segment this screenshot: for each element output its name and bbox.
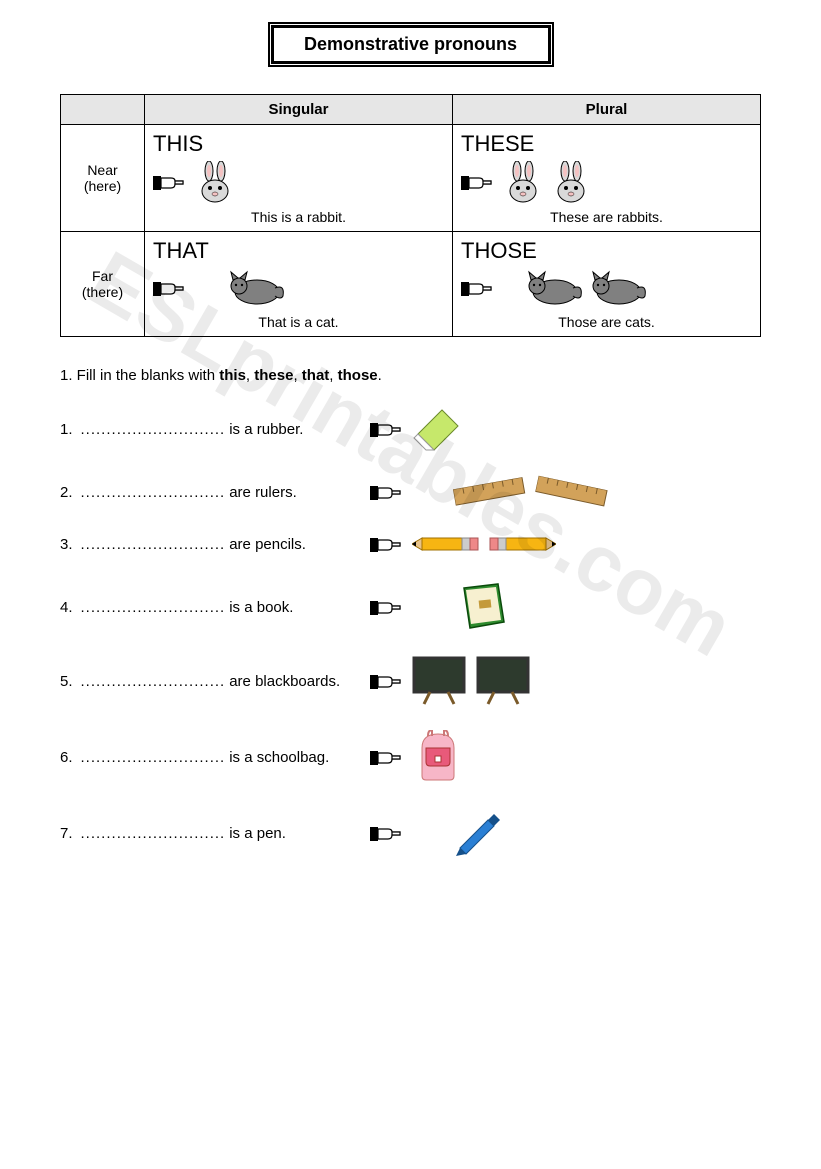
header-blank (61, 95, 145, 125)
sentence: This is a rabbit. (153, 209, 444, 225)
hand-icon (370, 415, 404, 443)
exercise-item-7: 7. ............................ is a pen… (60, 808, 761, 858)
item-text: is a rubber. (229, 421, 303, 438)
row-label-far: Far (there) (61, 232, 145, 337)
header-plural: Plural (453, 95, 761, 125)
header-singular: Singular (145, 95, 453, 125)
word: that (302, 367, 330, 384)
pronoun-those: THOSE (461, 238, 752, 264)
label: (there) (82, 284, 123, 300)
item-number: 4. (60, 599, 73, 616)
pencil-icon (488, 532, 556, 556)
blank[interactable]: ............................ (81, 673, 226, 690)
exercise-item-3: 3. ............................ are penc… (60, 530, 761, 558)
item-text: are pencils. (229, 536, 306, 553)
item-text: are rulers. (229, 484, 297, 501)
hand-icon (461, 168, 495, 196)
word: those (338, 367, 378, 384)
blank[interactable]: ............................ (81, 599, 226, 616)
label: Far (92, 268, 113, 284)
cat-icon (589, 268, 649, 308)
hand-icon (370, 593, 404, 621)
rabbit-icon (195, 161, 235, 203)
item-text: are blackboards. (229, 673, 340, 690)
item-number: 7. (60, 825, 73, 842)
blank[interactable]: ............................ (81, 536, 226, 553)
item-text: is a pen. (229, 825, 286, 842)
item-text: is a book. (229, 599, 293, 616)
label: (here) (84, 178, 121, 194)
cell-that: THAT That is a cat. (145, 232, 453, 337)
sentence: Those are cats. (461, 314, 752, 330)
exercise-item-5: 5. ............................ are blac… (60, 656, 761, 706)
item-number: 1. (60, 421, 73, 438)
cell-those: THOSE Those are cats. (453, 232, 761, 337)
blank[interactable]: ............................ (81, 749, 226, 766)
pronoun-these: THESE (461, 131, 752, 157)
blank[interactable]: ............................ (81, 825, 226, 842)
cell-these: THESE These are rabbits. (453, 125, 761, 232)
hand-icon (370, 667, 404, 695)
worksheet-page: ESLprintables.com Demonstrative pronouns… (0, 0, 821, 907)
hand-icon (370, 743, 404, 771)
pencil-icon (412, 532, 480, 556)
pronoun-this: THIS (153, 131, 444, 157)
exercise-instruction: 1. Fill in the blanks with this, these, … (60, 367, 761, 384)
rabbit-icon (551, 161, 591, 203)
item-number: 3. (60, 536, 73, 553)
sentence: That is a cat. (153, 314, 444, 330)
blackboard-icon (476, 656, 532, 706)
exercise-item-4: 4. ............................ is a boo… (60, 582, 761, 632)
hand-icon (153, 274, 187, 302)
pronoun-table: Singular Plural Near (here) THIS This is… (60, 94, 761, 337)
text: 1. Fill in the blanks with (60, 367, 219, 384)
cell-this: THIS This is a rabbit. (145, 125, 453, 232)
hand-icon (370, 819, 404, 847)
title-box: Demonstrative pronouns (271, 25, 551, 64)
sentence: These are rabbits. (461, 209, 752, 225)
item-text: is a schoolbag. (229, 749, 329, 766)
cat-icon (525, 268, 585, 308)
rabbit-icon (503, 161, 543, 203)
word: this (219, 367, 246, 384)
item-number: 6. (60, 749, 73, 766)
pronoun-that: THAT (153, 238, 444, 264)
pen-icon (454, 808, 504, 858)
hand-icon (153, 168, 187, 196)
blackboard-icon (412, 656, 468, 706)
exercise-item-1: 1. ............................ is a rub… (60, 404, 761, 454)
blank[interactable]: ............................ (81, 421, 226, 438)
ruler-icon (453, 477, 527, 507)
label: Near (87, 162, 117, 178)
exercise-item-2: 2. ............................ are rule… (60, 478, 761, 506)
eraser-icon (412, 404, 462, 454)
exercise-item-6: 6. ............................ is a sch… (60, 730, 761, 784)
book-icon (454, 582, 508, 632)
word: these (254, 367, 293, 384)
item-number: 2. (60, 484, 73, 501)
ruler-icon (535, 476, 609, 509)
page-title: Demonstrative pronouns (304, 34, 517, 54)
schoolbag-icon (412, 730, 466, 784)
hand-icon (461, 274, 495, 302)
item-number: 5. (60, 673, 73, 690)
row-label-near: Near (here) (61, 125, 145, 232)
cat-icon (227, 268, 287, 308)
blank[interactable]: ............................ (81, 484, 226, 501)
hand-icon (370, 530, 404, 558)
hand-icon (370, 478, 404, 506)
